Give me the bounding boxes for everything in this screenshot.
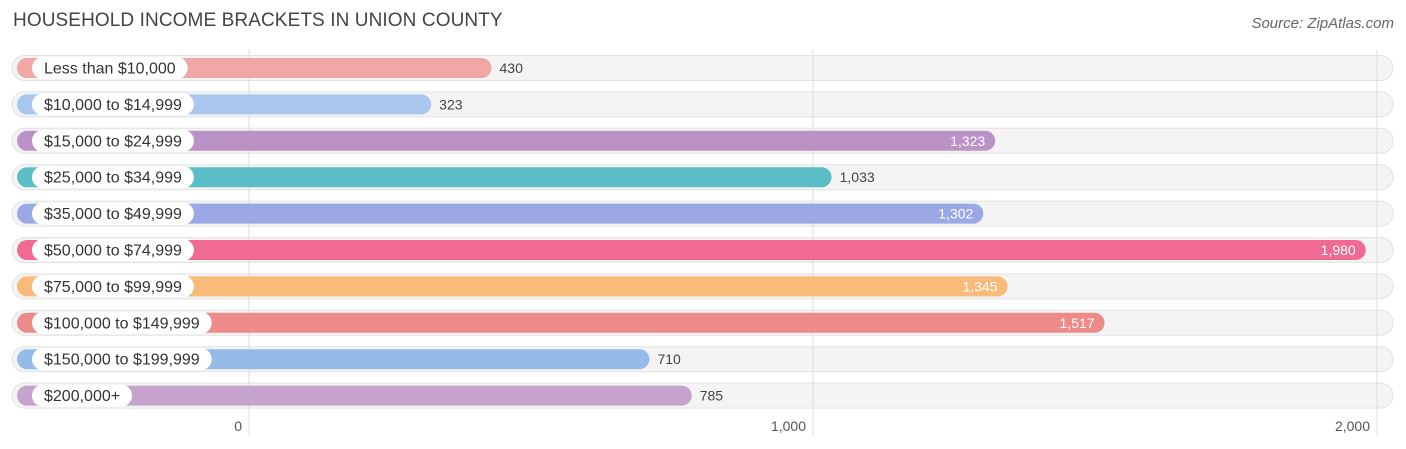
value-label: 785 bbox=[700, 388, 724, 404]
category-label-pill bbox=[32, 202, 194, 225]
category-label-pill bbox=[32, 311, 212, 334]
category-label-pill bbox=[32, 129, 194, 152]
value-label: 1,302 bbox=[938, 206, 973, 222]
category-label: Less than $10,000 bbox=[44, 61, 176, 78]
value-label: 430 bbox=[500, 60, 524, 76]
category-label: $200,000+ bbox=[44, 388, 120, 405]
bar bbox=[17, 276, 1008, 297]
category-label: $150,000 to $199,999 bbox=[44, 352, 200, 369]
value-label: 710 bbox=[657, 351, 681, 367]
category-label-pill bbox=[32, 93, 194, 116]
category-label: $10,000 to $14,999 bbox=[44, 97, 182, 114]
bar bbox=[17, 385, 692, 406]
category-label-pill bbox=[32, 239, 194, 261]
value-label: 323 bbox=[439, 96, 463, 112]
category-label: $35,000 to $49,999 bbox=[44, 206, 182, 223]
bar bbox=[17, 312, 1105, 333]
x-tick-label: 2,000 bbox=[1335, 418, 1370, 434]
category-label: $15,000 to $24,999 bbox=[44, 133, 182, 150]
value-label: 1,033 bbox=[840, 169, 875, 185]
category-label: $50,000 to $74,999 bbox=[44, 243, 182, 260]
category-label-pill bbox=[32, 166, 194, 189]
value-label: 1,345 bbox=[963, 278, 998, 294]
x-tick-label: 0 bbox=[234, 418, 242, 434]
value-label: 1,323 bbox=[950, 133, 985, 149]
category-label-pill bbox=[32, 384, 133, 407]
category-label-pill bbox=[32, 275, 194, 298]
source-label: Source: ZipAtlas.com bbox=[1251, 15, 1394, 32]
category-label: $25,000 to $34,999 bbox=[44, 170, 182, 187]
value-label: 1,517 bbox=[1060, 315, 1095, 331]
bar bbox=[17, 203, 984, 224]
bar bbox=[17, 130, 996, 151]
category-label-pill bbox=[32, 57, 188, 79]
value-label: 1,980 bbox=[1321, 242, 1356, 258]
bar bbox=[17, 167, 832, 188]
category-label: $75,000 to $99,999 bbox=[44, 279, 182, 296]
bar bbox=[17, 240, 1366, 260]
category-label-pill bbox=[32, 348, 212, 371]
x-tick-label: 1,000 bbox=[771, 418, 806, 434]
chart-title: HOUSEHOLD INCOME BRACKETS IN UNION COUNT… bbox=[13, 10, 503, 31]
category-label: $100,000 to $149,999 bbox=[44, 315, 200, 332]
